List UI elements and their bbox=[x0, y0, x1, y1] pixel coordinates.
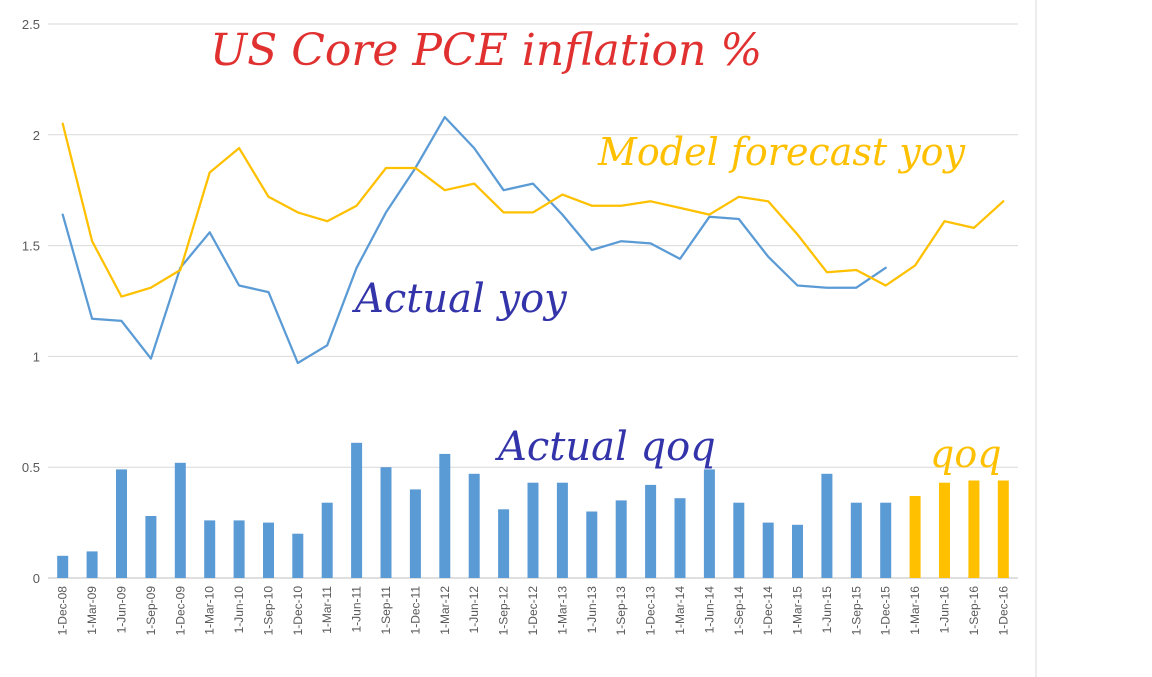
y-tick-label: 2.5 bbox=[22, 17, 40, 32]
bar-actual-qoq bbox=[145, 516, 157, 578]
bar-actual-qoq bbox=[762, 522, 774, 578]
bar-qoq bbox=[939, 482, 950, 578]
bar-actual-qoq bbox=[674, 498, 686, 578]
bar-actual-qoq bbox=[116, 469, 127, 578]
bar-actual-qoq bbox=[703, 469, 715, 578]
x-tick-label: 1-Jun-09 bbox=[114, 586, 128, 634]
bar-actual-qoq bbox=[380, 467, 392, 578]
x-tick-label: 1-Dec-11 bbox=[408, 586, 422, 635]
bar-actual-qoq bbox=[292, 533, 304, 578]
bar-actual-qoq bbox=[233, 520, 245, 578]
bar-actual-qoq bbox=[586, 511, 598, 578]
bar-actual-qoq bbox=[527, 482, 539, 578]
x-tick-label: 1-Jun-14 bbox=[702, 586, 716, 634]
x-tick-label: 1-Mar-15 bbox=[791, 586, 805, 635]
y-tick-label: 1 bbox=[33, 349, 40, 364]
x-tick-label: 1-Sep-14 bbox=[732, 586, 746, 636]
x-tick-label: 1-Mar-14 bbox=[673, 586, 687, 635]
bar-actual-qoq bbox=[468, 473, 480, 578]
x-tick-label: 1-Mar-16 bbox=[908, 586, 922, 635]
x-tick-label: 1-Dec-09 bbox=[173, 586, 187, 636]
line-series bbox=[61, 115, 1005, 365]
bar-actual-qoq bbox=[86, 551, 98, 578]
bar-actual-qoq bbox=[439, 453, 451, 578]
bar-qoq bbox=[968, 480, 980, 578]
forecast-qoq-annotation: qoq bbox=[930, 432, 1002, 476]
bar-actual-qoq bbox=[645, 484, 657, 578]
bar-actual-qoq bbox=[498, 509, 510, 578]
x-tick-label: 1-Jun-10 bbox=[232, 586, 246, 634]
x-tick-label: 1-Mar-11 bbox=[320, 586, 334, 634]
x-tick-label: 1-Dec-16 bbox=[996, 586, 1010, 636]
bar-actual-qoq bbox=[615, 500, 627, 578]
bar-actual-qoq bbox=[792, 524, 803, 578]
x-tick-label: 1-Dec-14 bbox=[761, 586, 775, 636]
line-actual-yoy bbox=[61, 115, 887, 365]
x-tick-label: 1-Mar-12 bbox=[438, 586, 452, 635]
chart-title-annotation: US Core PCE inflation % bbox=[210, 25, 762, 76]
y-tick-label: 1.5 bbox=[22, 239, 40, 254]
line-model-forecast-yoy bbox=[61, 122, 1005, 298]
bar-actual-qoq bbox=[880, 502, 892, 578]
x-tick-label: 1-Jun-13 bbox=[585, 586, 599, 634]
x-tick-label: 1-Dec-08 bbox=[56, 586, 70, 636]
x-tick-label: 1-Sep-12 bbox=[497, 586, 511, 636]
x-tick-label: 1-Sep-15 bbox=[849, 586, 863, 636]
forecast-yoy-annotation: Model forecast yoy bbox=[597, 130, 966, 174]
bar-actual-qoq bbox=[321, 502, 333, 578]
x-tick-label: 1-Sep-13 bbox=[614, 586, 628, 636]
x-tick-label: 1-Sep-10 bbox=[261, 586, 275, 636]
bar-qoq bbox=[909, 496, 921, 578]
bar-actual-qoq bbox=[409, 489, 421, 578]
bar-actual-qoq bbox=[57, 555, 69, 578]
bar-actual-qoq bbox=[204, 520, 216, 578]
x-tick-label: 1-Sep-09 bbox=[144, 586, 158, 636]
y-tick-label: 0.5 bbox=[22, 460, 40, 475]
x-tick-label: 1-Dec-13 bbox=[644, 586, 658, 636]
bar-qoq bbox=[997, 480, 1009, 578]
x-tick-label: 1-Dec-12 bbox=[526, 586, 540, 636]
x-tick-label: 1-Jun-12 bbox=[467, 586, 481, 634]
x-axis-tick-labels: 1-Dec-08 1-Mar-09 1-Jun-09 1-Sep-09 1-Dec-09… bbox=[56, 586, 1011, 636]
y-tick-label: 0 bbox=[33, 571, 40, 586]
x-tick-label: 1-Dec-10 bbox=[291, 586, 305, 636]
bar-actual-qoq bbox=[733, 502, 745, 578]
actual-qoq-annotation: Actual qoq bbox=[494, 424, 716, 470]
x-tick-label: 1-Dec-15 bbox=[879, 586, 893, 636]
x-tick-label: 1-Sep-11 bbox=[379, 586, 393, 635]
bar-actual-qoq bbox=[174, 462, 186, 578]
bar-actual-qoq bbox=[351, 442, 363, 578]
x-tick-label: 1-Sep-16 bbox=[967, 586, 981, 636]
bar-actual-qoq bbox=[556, 482, 568, 578]
y-tick-label: 2 bbox=[33, 128, 40, 143]
bar-actual-qoq bbox=[263, 522, 274, 578]
bar-series bbox=[57, 442, 1009, 578]
bar-actual-qoq bbox=[821, 473, 833, 578]
x-tick-label: 1-Mar-09 bbox=[85, 586, 99, 635]
x-tick-label: 1-Mar-10 bbox=[203, 586, 217, 635]
actual-yoy-annotation: Actual yoy bbox=[351, 276, 568, 322]
bar-actual-qoq bbox=[850, 502, 862, 578]
x-tick-label: 1-Mar-13 bbox=[555, 586, 569, 635]
x-tick-label: 1-Jun-15 bbox=[820, 586, 834, 634]
x-tick-label: 1-Jun-11 bbox=[350, 586, 364, 633]
x-tick-label: 1-Jun-16 bbox=[938, 586, 952, 634]
y-axis-tick-labels: 0 0.5 1 1.5 2 2.5 bbox=[22, 17, 40, 586]
